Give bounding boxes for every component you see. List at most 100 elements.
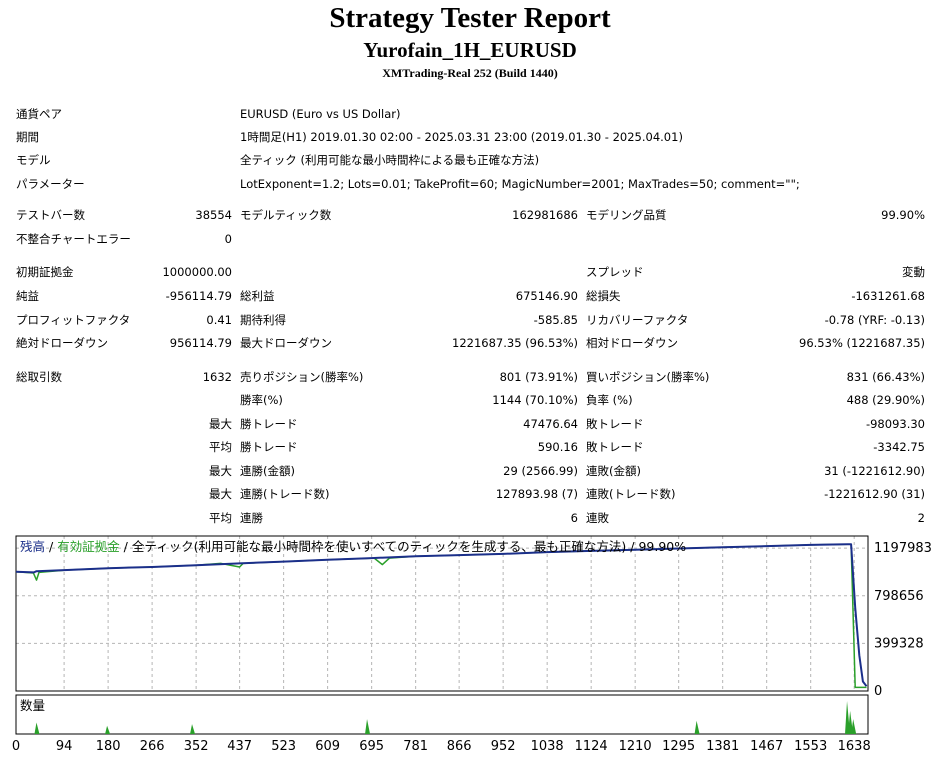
x-tick-label: 1124 [575,739,608,754]
relative-drawdown-label: 相対ドローダウン [586,336,678,350]
server-build: XMTrading-Real 252 (Build 1440) [382,66,558,80]
relative-drawdown-value: 96.53% (1221687.35) [799,336,925,350]
largest-loss-label: 敗トレード [586,417,644,431]
average-consecutive-prefix: 平均 [209,511,232,525]
max-consecutive-wins-label: 連勝(金額) [240,464,295,478]
recovery-factor-label: リカバリーファクタ [586,313,689,327]
largest-prefix: 最大 [209,417,232,431]
balance-line [15,543,868,687]
x-tick-label: 0 [12,739,20,754]
short-positions-label: 売りポジション(勝率%) [240,370,364,384]
deposit-label: 初期証拠金 [16,265,74,279]
ticks-value: 162981686 [512,208,578,222]
volume-bar [365,719,371,734]
volume-bar [190,724,196,734]
profit-factor-label: プロフィットファクタ [16,313,131,327]
max-consecutive-profit-value: 127893.98 (7) [495,487,578,501]
spread-label: スプレッド [586,265,644,279]
max-consecutive-loss-label: 連敗(トレード数) [586,487,676,501]
max-consecutive-losses-value: 31 (-1221612.90) [824,464,925,478]
x-tick-label: 866 [447,739,472,754]
expected-payoff-label: 期待利得 [240,313,286,327]
volume-bar [694,720,700,734]
win-rate-label: 勝率(%) [240,393,283,407]
average-prefix: 平均 [209,440,232,454]
y-tick-label: 798656 [874,589,924,604]
x-tick-label: 1295 [662,739,695,754]
y-tick-label: 1197983 [874,541,932,556]
y-tick-label: 0 [874,684,882,699]
average-consecutive-wins-value: 6 [570,511,578,525]
legend-sep-3: / [626,539,638,554]
max-consecutive-prefix: 最大 [209,464,232,478]
gross-loss-label: 総損失 [586,289,621,303]
average-consecutive-losses-label: 連敗 [586,511,609,525]
net-profit-value: -956114.79 [165,289,232,303]
gross-profit-value: 675146.90 [515,289,578,303]
average-consecutive-losses-value: 2 [917,511,925,525]
expected-payoff-value: -585.85 [533,313,578,327]
total-trades-label: 総取引数 [16,370,62,384]
setting-label-symbol: 通貨ペア [16,107,62,121]
max-consecutive-loss-value: -1221612.90 (31) [824,487,925,501]
x-tick-label: 523 [271,739,296,754]
largest-win-label: 勝トレード [240,417,298,431]
legend-model: 全ティック(利用可能な最小時間枠を使いすべてのティックを生成する、最も正確な方法… [132,539,626,554]
setting-label-period: 期間 [16,130,39,144]
short-positions-value: 801 (73.91%) [499,370,578,384]
volume-label: 数量 [20,698,45,713]
main-plot-frame [15,535,869,692]
chart-grid [16,536,868,691]
setting-value-parameters: LotExponent=1.2; Lots=0.01; TakeProfit=6… [240,177,800,191]
x-tick-label: 1467 [750,739,783,754]
spread-value: 変動 [902,265,925,279]
quality-value: 99.90% [881,208,925,222]
max-consecutive-profit-label: 連勝(トレード数) [240,487,330,501]
deposit-value: 1000000.00 [162,265,232,279]
max-consecutive-count-prefix: 最大 [209,487,232,501]
x-tick-label: 1210 [619,739,652,754]
ticks-label: モデルティック数 [240,208,332,222]
absolute-drawdown-value: 956114.79 [169,336,232,350]
setting-value-symbol: EURUSD (Euro vs US Dollar) [240,107,401,121]
x-tick-label: 1553 [794,739,827,754]
win-rate-value: 1144 (70.10%) [492,393,578,407]
quality-label: モデリング品質 [586,208,667,222]
x-tick-label: 1381 [706,739,739,754]
setting-label-parameters: パラメーター [16,177,85,191]
loss-rate-label: 負率 (%) [586,393,633,407]
profit-factor-value: 0.41 [206,313,232,327]
long-positions-label: 買いポジション(勝率%) [586,370,710,384]
y-tick-label: 399328 [874,636,924,651]
legend-text: 残高 / 有効証拠金 / 全ティック(利用可能な最小時間枠を使いすべてのティック… [20,539,686,554]
legend-quality: 99.90% [638,539,686,554]
legend-equity: 有効証拠金 [57,539,120,554]
legend-sep-2: / [120,539,132,554]
bars-label: テストバー数 [16,208,85,222]
setting-value-model: 全ティック (利用可能な最小時間枠による最も正確な方法) [240,153,540,167]
report-title: Strategy Tester Report [329,2,611,34]
x-tick-label: 952 [491,739,516,754]
x-tick-label: 695 [359,739,384,754]
average-loss-value: -3342.75 [873,440,925,454]
x-tick-label: 352 [184,739,209,754]
x-tick-label: 609 [315,739,340,754]
ea-name: Yurofain_1H_EURUSD [363,38,577,62]
mismatch-value: 0 [224,232,232,246]
largest-loss-value: -98093.30 [865,417,925,431]
max-consecutive-losses-label: 連敗(金額) [586,464,641,478]
equity-line [15,543,867,689]
volume-bar [848,710,854,734]
legend-sep-1: / [45,539,57,554]
average-win-value: 590.16 [537,440,578,454]
x-tick-label: 94 [56,739,73,754]
largest-win-value: 47476.64 [523,417,578,431]
maximal-drawdown-label: 最大ドローダウン [240,336,332,350]
gross-loss-value: -1631261.68 [851,289,925,303]
x-tick-label: 1638 [838,739,871,754]
maximal-drawdown-value: 1221687.35 (96.53%) [452,336,578,350]
net-profit-label: 純益 [16,289,39,303]
balance-chart: 残高 / 有効証拠金 / 全ティック(利用可能な最小時間枠を使いすべてのティック… [12,535,932,754]
average-consecutive-wins-label: 連勝 [240,511,263,525]
loss-rate-value: 488 (29.90%) [846,393,925,407]
